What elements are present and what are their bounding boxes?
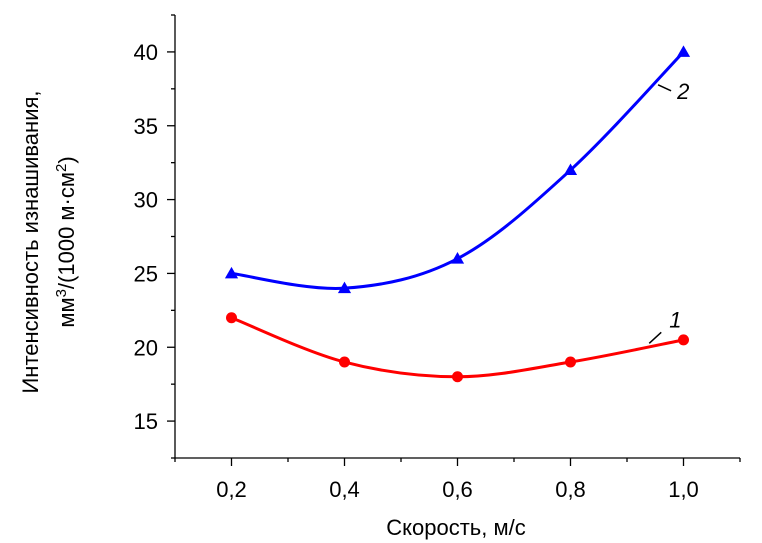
y-unit-part-1: мм [54, 297, 79, 327]
y-tick-label: 30 [134, 188, 158, 213]
x-tick-label: 0,2 [216, 477, 247, 502]
y-tick-label: 15 [134, 409, 158, 434]
y-tick-label: 20 [134, 335, 158, 360]
series-1-point [339, 356, 350, 368]
series-2-point [450, 252, 465, 264]
series-2-point [224, 266, 239, 279]
series-1-leader [648, 331, 662, 344]
x-tick-label: 1,0 [668, 477, 699, 502]
series-1-point [452, 371, 463, 383]
series-2-line [231, 50, 685, 290]
y-tick-label: 25 [134, 261, 158, 286]
x-axis-ticks: 0,2 0,4 0,6 0,8 1,0 [174, 458, 741, 502]
series-1-point [565, 356, 576, 368]
x-axis-title: Скорость, м/с [386, 515, 525, 540]
series-markers [224, 45, 691, 383]
x-tick-label: 0,4 [329, 477, 360, 502]
series-2-point [676, 45, 691, 57]
series-2-label: 2 [676, 79, 689, 104]
series-2-point [337, 281, 352, 294]
y-unit-superscript-1: 3 [53, 289, 70, 297]
series-1-label: 1 [669, 307, 681, 332]
y-unit-part-2: /(1000 м·см [54, 172, 79, 289]
series-labels: 12 [648, 79, 689, 344]
series-2-leader [657, 84, 672, 92]
y-tick-label: 35 [134, 114, 158, 139]
series-1-point [226, 312, 237, 324]
y-tick-label: 40 [134, 40, 158, 65]
y-axis-title-line2: мм3/(1000 м·см2) [53, 156, 79, 327]
series-1-line [230, 316, 684, 379]
y-axis-title-line1: Интенсивность изнашивания, [18, 90, 43, 393]
y-unit-part-3: ) [54, 156, 79, 163]
series-2-point [563, 163, 578, 175]
x-tick-label: 0,6 [442, 477, 473, 502]
y-unit-superscript-2: 2 [53, 164, 70, 172]
y-axis-ticks: 15 20 25 30 35 40 [134, 14, 175, 459]
series-1-point [678, 334, 689, 346]
x-tick-label: 0,8 [555, 477, 586, 502]
series-curves [230, 50, 685, 379]
